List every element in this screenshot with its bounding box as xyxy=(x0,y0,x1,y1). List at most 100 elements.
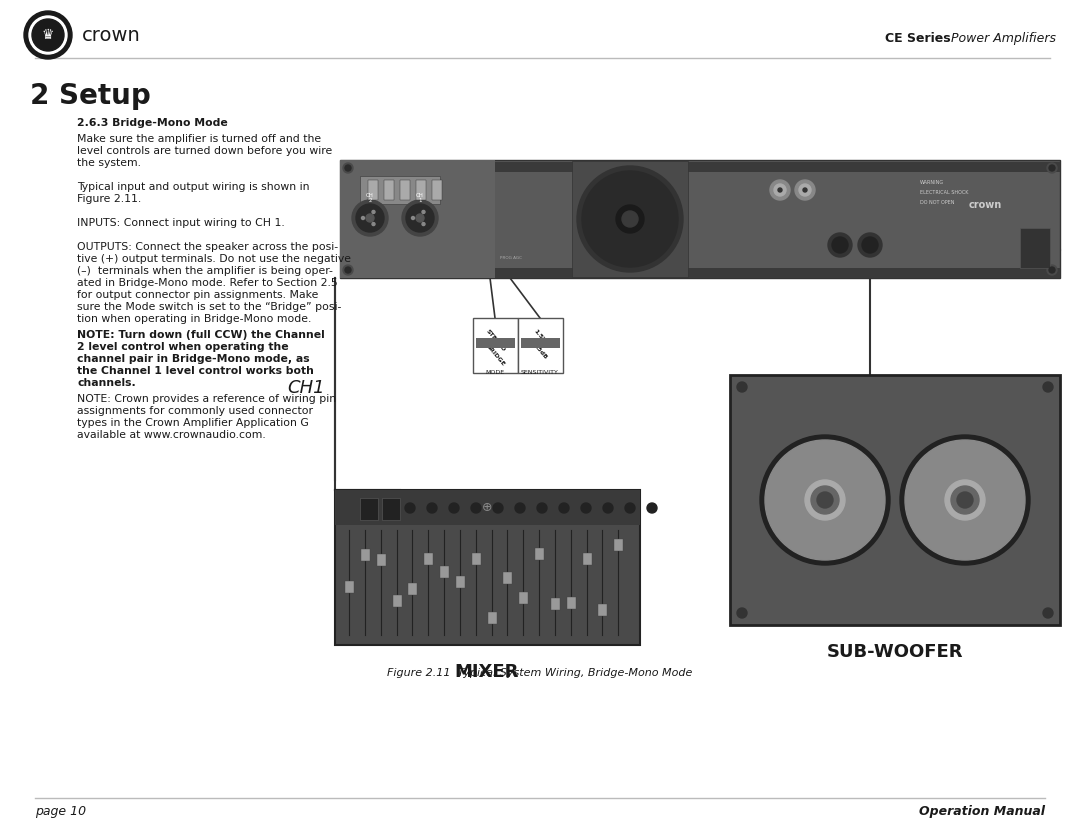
Text: WARNING: WARNING xyxy=(920,180,944,185)
Bar xyxy=(487,612,497,624)
Text: 2 level control when operating the: 2 level control when operating the xyxy=(77,342,288,352)
Circle shape xyxy=(805,480,845,520)
Text: CE Series: CE Series xyxy=(885,32,950,44)
Text: Power Amplifiers: Power Amplifiers xyxy=(947,32,1056,44)
Bar xyxy=(615,539,623,551)
Text: 25dB: 25dB xyxy=(532,343,548,360)
Text: 1.5V: 1.5V xyxy=(532,328,548,344)
Text: MIXER: MIXER xyxy=(455,663,519,681)
Text: for output connector pin assignments. Make: for output connector pin assignments. Ma… xyxy=(77,290,319,300)
Circle shape xyxy=(343,163,353,173)
Bar xyxy=(340,160,495,278)
Circle shape xyxy=(1049,267,1055,273)
Text: ⊕: ⊕ xyxy=(482,500,492,514)
Bar xyxy=(384,180,394,200)
Circle shape xyxy=(427,503,437,513)
Text: NOTE: Crown provides a reference of wiring pin: NOTE: Crown provides a reference of wiri… xyxy=(77,394,336,404)
Circle shape xyxy=(737,382,747,392)
Bar xyxy=(567,597,576,609)
Circle shape xyxy=(804,188,807,192)
Text: the system.: the system. xyxy=(77,158,141,168)
Circle shape xyxy=(422,223,426,225)
Text: channel pair in Bridge-Mono mode, as: channel pair in Bridge-Mono mode, as xyxy=(77,354,310,364)
Bar xyxy=(400,180,410,200)
Circle shape xyxy=(774,184,786,196)
Bar xyxy=(432,180,442,200)
Text: level controls are turned down before you wire: level controls are turned down before yo… xyxy=(77,146,333,156)
Bar xyxy=(472,553,481,565)
Circle shape xyxy=(616,205,644,233)
Bar xyxy=(368,180,378,200)
Circle shape xyxy=(858,233,882,257)
Text: crown: crown xyxy=(969,200,1001,210)
Circle shape xyxy=(372,210,375,214)
Circle shape xyxy=(582,171,678,267)
Text: CH
1: CH 1 xyxy=(416,193,424,203)
Bar xyxy=(335,490,640,525)
Circle shape xyxy=(29,16,67,54)
Bar xyxy=(503,572,512,584)
Circle shape xyxy=(816,492,833,508)
Text: assignments for commonly used connector: assignments for commonly used connector xyxy=(77,406,313,416)
Circle shape xyxy=(945,480,985,520)
Bar xyxy=(519,592,528,604)
Circle shape xyxy=(1043,382,1053,392)
Circle shape xyxy=(951,486,978,514)
Circle shape xyxy=(515,503,525,513)
Bar xyxy=(382,498,400,520)
Text: CH1: CH1 xyxy=(287,379,325,397)
Circle shape xyxy=(760,435,890,565)
Bar xyxy=(598,604,607,616)
Circle shape xyxy=(1047,163,1057,173)
Text: Make sure the amplifier is turned off and the: Make sure the amplifier is turned off an… xyxy=(77,134,321,144)
Circle shape xyxy=(405,503,415,513)
Circle shape xyxy=(1047,265,1057,275)
Circle shape xyxy=(345,165,351,171)
Text: crown: crown xyxy=(82,26,140,44)
Bar xyxy=(360,176,440,204)
Bar xyxy=(361,549,369,561)
Text: BRIDGE: BRIDGE xyxy=(485,343,505,367)
Bar xyxy=(551,598,559,610)
Circle shape xyxy=(343,265,353,275)
Circle shape xyxy=(537,503,546,513)
Text: ♛: ♛ xyxy=(42,28,54,42)
Circle shape xyxy=(770,180,789,200)
Bar xyxy=(340,268,1059,278)
Bar xyxy=(377,554,386,566)
Circle shape xyxy=(24,11,72,59)
Circle shape xyxy=(416,214,424,222)
Bar xyxy=(392,595,402,607)
Text: SENSITIVITY: SENSITIVITY xyxy=(521,370,559,375)
Circle shape xyxy=(795,180,815,200)
Text: 2.6.3 Bridge-Mono Mode: 2.6.3 Bridge-Mono Mode xyxy=(77,118,228,128)
Circle shape xyxy=(422,210,426,214)
Bar xyxy=(475,338,514,348)
Bar xyxy=(535,548,544,560)
Circle shape xyxy=(345,267,351,273)
Circle shape xyxy=(372,223,375,225)
Circle shape xyxy=(832,237,848,253)
Bar xyxy=(408,583,417,595)
Circle shape xyxy=(957,492,973,508)
Circle shape xyxy=(778,188,782,192)
Bar xyxy=(456,576,464,588)
Bar xyxy=(473,318,517,373)
Bar xyxy=(582,553,592,565)
Circle shape xyxy=(402,200,438,236)
Circle shape xyxy=(356,204,384,232)
Circle shape xyxy=(765,440,885,560)
Text: page 10: page 10 xyxy=(35,806,86,818)
Bar xyxy=(730,375,1059,625)
Text: (–)  terminals when the amplifier is being oper-: (–) terminals when the amplifier is bein… xyxy=(77,266,333,276)
Circle shape xyxy=(411,217,415,219)
Circle shape xyxy=(862,237,878,253)
Bar xyxy=(416,180,426,200)
Bar xyxy=(345,581,354,593)
Circle shape xyxy=(905,440,1025,560)
Text: ELECTRICAL SHOCK: ELECTRICAL SHOCK xyxy=(920,190,969,195)
Bar xyxy=(340,160,1059,278)
Bar xyxy=(335,490,640,645)
Bar xyxy=(517,318,563,373)
Circle shape xyxy=(625,503,635,513)
